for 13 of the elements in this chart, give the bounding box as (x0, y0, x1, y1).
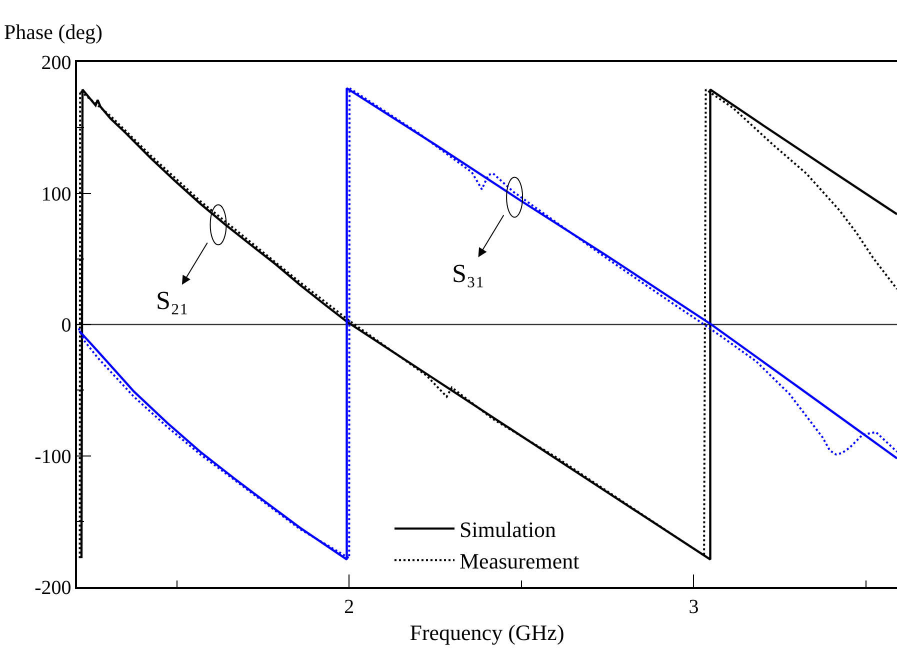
x-axis-title: Frequency (GHz) (410, 620, 564, 646)
legend-label: Measurement (460, 548, 580, 574)
y-tick-label: 100 (41, 183, 72, 206)
legend-label: Simulation (460, 517, 556, 542)
annotation: S₃₁ (452, 259, 485, 288)
y-tick-label: 0 (61, 314, 72, 336)
x-tick-label: 2 (344, 596, 354, 618)
y-tick-label: -200 (34, 577, 72, 599)
annotation: S₂₁ (156, 286, 189, 315)
x-tick-label: 3 (688, 596, 699, 618)
y-tick-label: 200 (41, 52, 72, 74)
y-tick-label: -100 (34, 446, 72, 468)
y-axis-title: Phase (deg) (4, 20, 103, 44)
